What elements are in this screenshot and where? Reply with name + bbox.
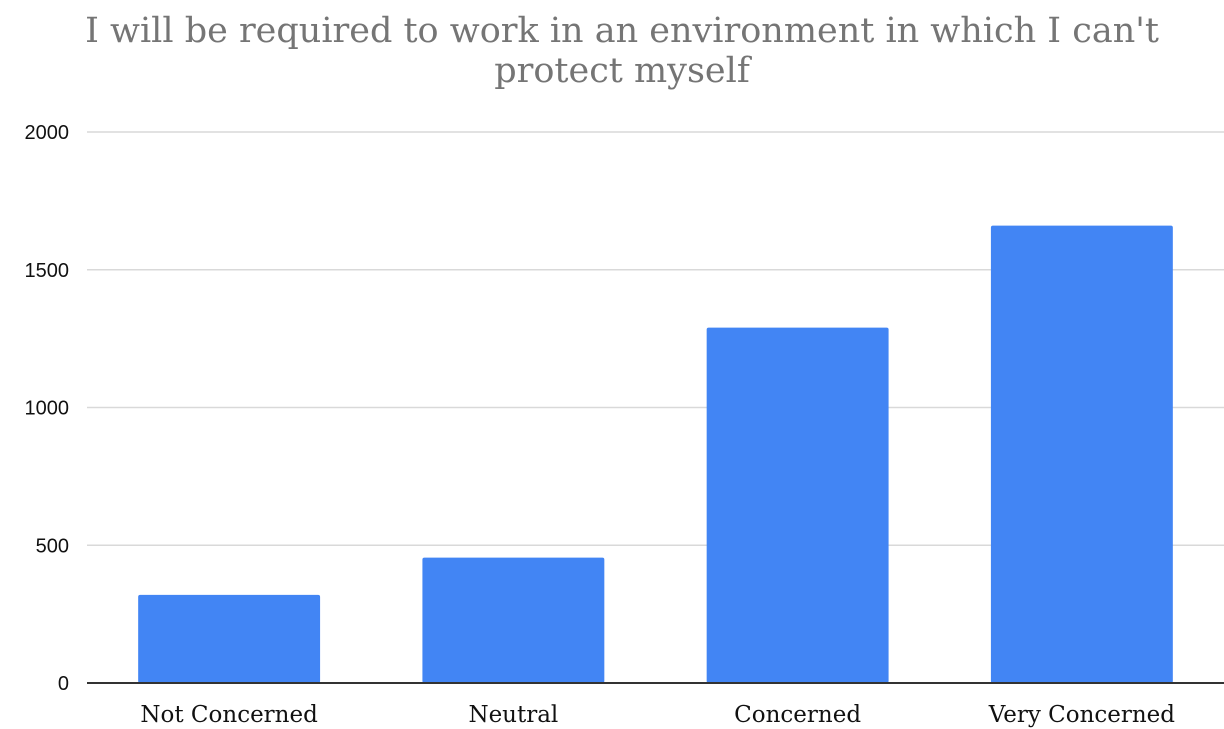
bar xyxy=(990,225,1173,684)
x-category-label: Neutral xyxy=(468,702,558,728)
bar xyxy=(138,594,321,683)
y-tick-label: 0 xyxy=(58,673,69,695)
y-tick-label: 1500 xyxy=(25,260,70,282)
labels: 0 500 1000 1500 2000 Not Concerned Neutral Conc… xyxy=(25,122,1176,728)
bars xyxy=(138,225,1173,684)
chart-title-line-2: protect myself xyxy=(494,51,753,91)
y-tick-label: 500 xyxy=(36,535,69,557)
bar xyxy=(706,327,889,683)
x-category-label: Concerned xyxy=(734,702,861,728)
y-tick-label: 1000 xyxy=(25,398,70,420)
bar xyxy=(422,557,605,683)
x-category-label: Very Concerned xyxy=(988,702,1176,728)
y-tick-label: 2000 xyxy=(25,122,70,144)
x-category-label: Not Concerned xyxy=(140,702,318,728)
chart-title-line-1: I will be required to work in an environ… xyxy=(85,11,1159,51)
